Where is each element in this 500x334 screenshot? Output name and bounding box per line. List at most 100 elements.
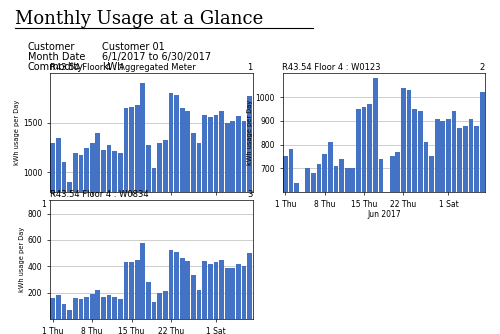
Bar: [174, 252, 179, 319]
Bar: [101, 297, 106, 319]
Bar: [180, 259, 184, 319]
Bar: [350, 168, 355, 334]
Bar: [106, 295, 112, 319]
Bar: [158, 293, 162, 319]
Bar: [202, 115, 207, 271]
Bar: [225, 123, 230, 271]
Bar: [401, 88, 406, 334]
Bar: [196, 290, 202, 319]
Bar: [230, 268, 235, 319]
Bar: [311, 173, 316, 334]
Bar: [208, 117, 212, 271]
Bar: [356, 109, 361, 334]
Bar: [396, 152, 400, 334]
Bar: [384, 192, 389, 334]
Bar: [112, 151, 117, 271]
Bar: [62, 162, 66, 271]
Bar: [73, 298, 78, 319]
Bar: [242, 266, 246, 319]
Bar: [230, 121, 235, 271]
Bar: [163, 140, 168, 271]
Bar: [288, 149, 294, 334]
Bar: [440, 121, 445, 334]
Bar: [468, 119, 473, 334]
Bar: [452, 112, 456, 334]
Bar: [90, 294, 94, 319]
Bar: [140, 84, 145, 271]
Bar: [390, 156, 394, 334]
Bar: [345, 168, 350, 334]
Bar: [146, 145, 151, 271]
Bar: [316, 164, 322, 334]
Bar: [429, 156, 434, 334]
Bar: [424, 142, 428, 334]
Bar: [135, 260, 140, 319]
Bar: [219, 260, 224, 319]
Bar: [294, 183, 299, 334]
Bar: [334, 166, 338, 334]
Bar: [236, 116, 241, 271]
Bar: [191, 276, 196, 319]
Bar: [129, 262, 134, 319]
Bar: [242, 121, 246, 271]
Bar: [480, 93, 484, 334]
Bar: [248, 253, 252, 319]
Bar: [50, 143, 55, 271]
Bar: [124, 108, 128, 271]
Bar: [418, 112, 422, 334]
Bar: [68, 310, 72, 319]
Bar: [463, 126, 468, 334]
Bar: [368, 104, 372, 334]
Bar: [412, 109, 417, 334]
Bar: [140, 242, 145, 319]
Text: Customer 01: Customer 01: [102, 42, 165, 52]
Bar: [124, 262, 128, 319]
Bar: [112, 297, 117, 319]
Bar: [191, 133, 196, 271]
Bar: [96, 290, 100, 319]
Bar: [214, 262, 218, 319]
Bar: [300, 211, 304, 334]
Bar: [129, 107, 134, 271]
X-axis label: Jun 2017: Jun 2017: [134, 210, 168, 219]
Y-axis label: kWh usage per Day: kWh usage per Day: [246, 100, 252, 165]
Bar: [56, 138, 61, 271]
Text: 3: 3: [247, 190, 252, 199]
Text: Customer: Customer: [28, 42, 75, 52]
Bar: [214, 115, 218, 271]
Bar: [174, 95, 179, 271]
Bar: [68, 182, 72, 271]
Bar: [152, 302, 156, 319]
Bar: [163, 291, 168, 319]
Bar: [168, 93, 173, 271]
X-axis label: Jun 2017: Jun 2017: [367, 210, 400, 219]
Bar: [474, 126, 479, 334]
Bar: [152, 168, 156, 271]
Bar: [106, 145, 112, 271]
Bar: [362, 107, 366, 334]
Bar: [322, 154, 327, 334]
Bar: [90, 143, 94, 271]
Bar: [168, 250, 173, 319]
Bar: [84, 297, 89, 319]
Text: 2: 2: [480, 63, 485, 72]
Bar: [84, 148, 89, 271]
Bar: [146, 282, 151, 319]
Bar: [306, 168, 310, 334]
Bar: [196, 143, 202, 271]
Bar: [101, 150, 106, 271]
Bar: [283, 156, 288, 334]
Text: kWh: kWh: [102, 62, 124, 72]
Bar: [378, 159, 384, 334]
Text: R43.54 Floor 4 : Aggregated Meter: R43.54 Floor 4 : Aggregated Meter: [50, 63, 196, 72]
Bar: [118, 299, 122, 319]
Text: 1: 1: [247, 63, 252, 72]
Y-axis label: kWh usage per Day: kWh usage per Day: [19, 227, 25, 292]
Bar: [158, 143, 162, 271]
Bar: [435, 119, 440, 334]
Y-axis label: kWh usage per Day: kWh usage per Day: [14, 100, 20, 165]
Bar: [219, 111, 224, 271]
Bar: [78, 156, 84, 271]
Bar: [202, 261, 207, 319]
Bar: [236, 264, 241, 319]
